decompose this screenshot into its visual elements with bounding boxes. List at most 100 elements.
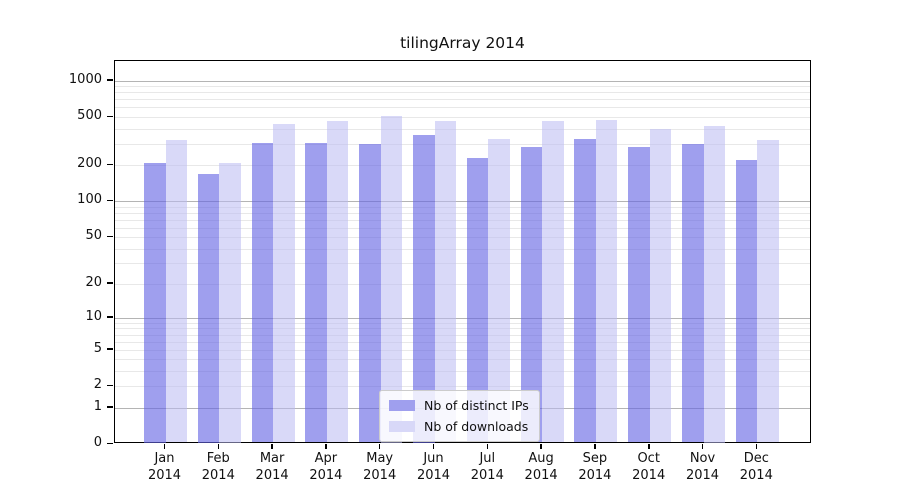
y-tick-mark	[107, 442, 113, 444]
gridline-minor	[115, 263, 810, 265]
bar-nb-of-distinct-ips-jan	[144, 162, 166, 443]
x-tick-label: Mar 2014	[244, 450, 300, 484]
plot-area: Nb of distinct IPs Nb of downloads	[114, 60, 811, 443]
x-tick-mark	[594, 443, 596, 449]
gridline-minor	[115, 165, 810, 166]
bar-nb-of-distinct-ips-dec	[735, 160, 758, 443]
x-tick-year: 2014	[524, 468, 558, 483]
x-tick-label: Aug 2014	[513, 450, 569, 484]
x-tick-label: Sep 2014	[567, 450, 623, 484]
y-tick-mark	[107, 199, 113, 202]
y-tick-mark	[107, 163, 113, 165]
x-tick-month: Jun	[423, 451, 444, 466]
legend-item-distinct-ips: Nb of distinct IPs	[389, 398, 529, 413]
x-tick-mark	[540, 443, 542, 449]
legend-swatch-downloads	[389, 421, 415, 432]
x-tick-label: Apr 2014	[298, 450, 354, 484]
x-tick-label: Jun 2014	[406, 450, 462, 484]
x-tick-month: May	[366, 451, 394, 466]
gridline-major	[115, 80, 810, 82]
x-tick-mark	[271, 443, 273, 449]
y-tick-mark	[107, 282, 113, 284]
bar-nb-of-downloads-jul	[488, 138, 510, 443]
gridline-minor	[115, 86, 810, 88]
legend-item-downloads: Nb of downloads	[389, 419, 529, 434]
x-tick-year: 2014	[578, 468, 612, 483]
bar-nb-of-downloads-mar	[273, 123, 295, 443]
y-tick-label: 0	[93, 435, 102, 450]
bar-nb-of-downloads-oct	[649, 128, 672, 443]
x-tick-label: Jul 2014	[459, 450, 515, 484]
y-tick-mark	[107, 79, 113, 81]
gridline-minor	[115, 283, 810, 285]
x-tick-mark	[755, 443, 757, 449]
y-tick-mark	[107, 235, 113, 238]
bar-nb-of-distinct-ips-oct	[628, 147, 650, 443]
y-tick-label: 500	[77, 108, 102, 123]
x-tick-year: 2014	[685, 468, 720, 483]
bar-nb-of-downloads-jan	[165, 140, 187, 443]
legend-swatch-distinct-ips	[389, 400, 415, 411]
x-tick-year: 2014	[632, 468, 666, 483]
x-tick-month: Sep	[582, 451, 608, 466]
gridline-minor	[115, 359, 810, 361]
x-tick-year: 2014	[147, 468, 182, 483]
x-tick-year: 2014	[309, 468, 343, 483]
gridline-minor	[115, 322, 810, 324]
bar-nb-of-downloads-dec	[757, 140, 779, 443]
y-tick-label: 100	[77, 192, 102, 208]
x-tick-month: Mar	[259, 451, 285, 466]
y-tick-label: 5	[93, 340, 102, 356]
x-tick-mark	[217, 443, 220, 449]
gridline-minor	[115, 334, 810, 336]
y-tick-label: 1	[93, 398, 102, 414]
bar-nb-of-downloads-aug	[542, 120, 564, 443]
chart-title: tilingArray 2014	[400, 34, 525, 52]
gridline-minor	[115, 107, 810, 109]
gridline-minor	[115, 143, 810, 145]
bar-nb-of-downloads-feb	[219, 162, 241, 443]
x-tick-month: Apr	[314, 451, 338, 466]
bar-nb-of-downloads-sep	[595, 119, 618, 443]
bar-nb-of-distinct-ips-jun	[413, 135, 435, 443]
gridline-minor	[115, 328, 810, 330]
bar-nb-of-distinct-ips-mar	[251, 142, 274, 443]
gridline-minor	[115, 219, 810, 221]
y-tick-mark	[107, 406, 113, 408]
bar-nb-of-distinct-ips-jul	[466, 157, 489, 443]
gridline-minor	[115, 99, 810, 101]
y-tick-mark	[107, 384, 113, 387]
gridline-minor	[115, 212, 810, 214]
x-tick-month: Aug	[528, 451, 554, 466]
x-tick-mark	[486, 443, 488, 449]
y-tick-mark	[107, 348, 113, 350]
y-tick-mark	[107, 316, 113, 318]
gridline-minor	[115, 92, 810, 94]
gridline-minor	[115, 237, 810, 239]
x-tick-mark	[648, 443, 650, 449]
x-tick-label: May 2014	[352, 450, 408, 484]
x-tick-label: Jan 2014	[137, 450, 193, 484]
x-tick-month: Dec	[743, 451, 769, 466]
y-tick-label: 50	[85, 228, 102, 244]
gridline-minor	[115, 341, 810, 343]
gridline-minor	[115, 128, 810, 130]
gridline-minor	[115, 227, 810, 229]
bar-nb-of-distinct-ips-may	[359, 143, 381, 443]
gridline-minor	[115, 386, 810, 388]
x-tick-mark	[163, 443, 166, 449]
y-tick-mark	[107, 115, 113, 117]
bar-nb-of-distinct-ips-sep	[574, 138, 596, 443]
bar-nb-of-downloads-nov	[703, 125, 725, 443]
gridline-major	[115, 317, 810, 319]
x-tick-mark	[325, 443, 327, 449]
x-tick-label: Oct 2014	[621, 450, 677, 484]
x-tick-year: 2014	[470, 468, 504, 483]
gridline-minor	[115, 371, 810, 373]
bar-nb-of-downloads-may	[380, 116, 403, 443]
bar-nb-of-distinct-ips-feb	[197, 173, 220, 443]
legend: Nb of distinct IPs Nb of downloads	[379, 390, 540, 442]
x-tick-year: 2014	[363, 468, 397, 483]
x-tick-month: Jul	[479, 451, 496, 466]
